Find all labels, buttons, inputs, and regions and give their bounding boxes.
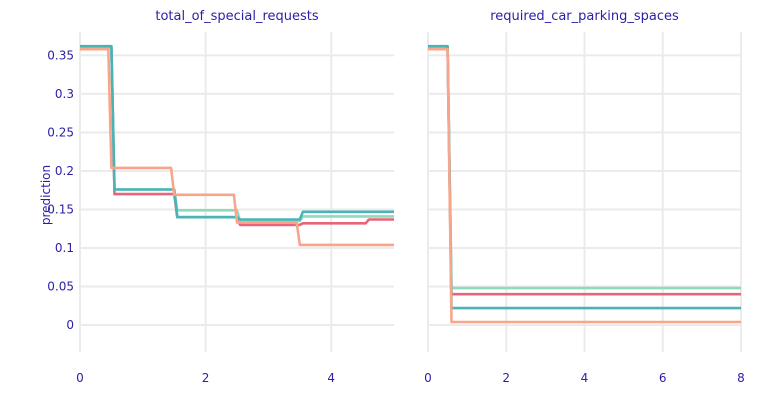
y-tick-label: 0.2 — [55, 164, 74, 178]
x-tick-label: 0 — [76, 371, 84, 385]
y-tick-label: 0.3 — [55, 87, 74, 101]
x-tick-label: 6 — [659, 371, 667, 385]
y-tick-label: 0 — [66, 318, 74, 332]
y-tick-label: 0.35 — [47, 48, 74, 62]
panel-total-of-special-requests: total_of_special_requests 0 0.05 0.1 0.15 0.2… — [47, 9, 394, 385]
panel-title: required_car_parking_spaces — [490, 9, 679, 24]
x-tick-label: 4 — [581, 371, 589, 385]
x-tick-label: 4 — [327, 371, 335, 385]
x-tick-label: 8 — [737, 371, 745, 385]
panel-required-car-parking-spaces: required_car_parking_spaces 0 2 4 6 8 — [424, 9, 745, 385]
y-tick-label: 0.1 — [55, 241, 74, 255]
y-tick-label: 0.15 — [47, 202, 74, 216]
series-line-1 — [80, 46, 394, 227]
y-tick-label: 0.25 — [47, 125, 74, 139]
y-tick-label: 0.05 — [47, 280, 74, 294]
panel-title: total_of_special_requests — [155, 9, 319, 24]
x-tick-label: 2 — [502, 371, 510, 385]
y-axis-label: prediction — [39, 165, 53, 225]
x-tick-label: 2 — [202, 371, 210, 385]
x-tick-label: 0 — [424, 371, 432, 385]
series-line-4 — [80, 47, 394, 247]
series-line-3 — [80, 44, 394, 221]
series-line-4 — [428, 47, 741, 324]
